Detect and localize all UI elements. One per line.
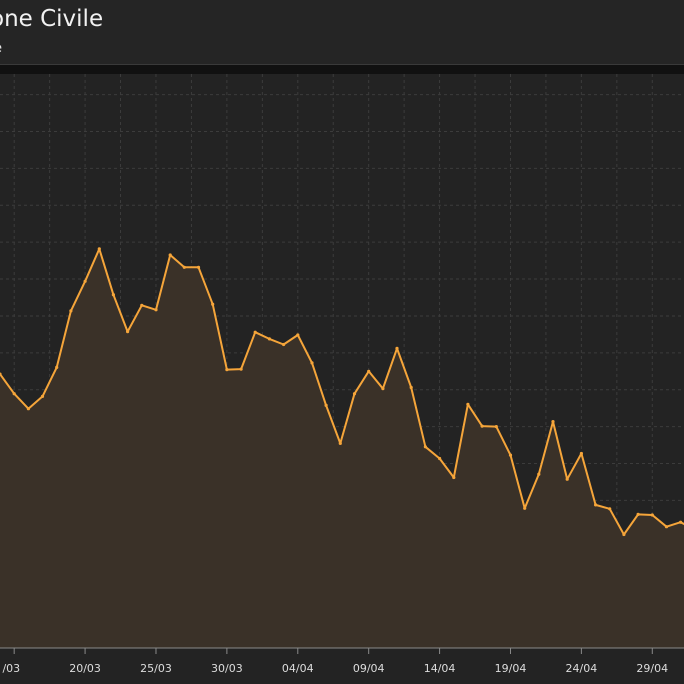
data-point (523, 506, 527, 510)
data-point (97, 247, 101, 251)
data-point (338, 441, 342, 445)
x-tick-label: 30/03 (211, 662, 243, 675)
data-point (395, 346, 399, 350)
data-point (594, 503, 598, 507)
chart-header: one Civile e (0, 0, 684, 65)
data-point (239, 367, 243, 371)
data-point (196, 265, 201, 269)
data-point (282, 342, 286, 347)
data-point (608, 507, 612, 511)
data-point (636, 512, 640, 516)
data-point (679, 520, 683, 524)
data-point (565, 477, 569, 481)
series-area (0, 248, 684, 648)
x-tick-label: 25/03 (140, 662, 172, 675)
data-point (650, 513, 654, 517)
data-point (55, 365, 59, 369)
data-point (452, 475, 456, 480)
data-point (225, 368, 229, 372)
data-point (551, 420, 555, 424)
data-point (83, 279, 87, 283)
data-point (12, 392, 16, 396)
data-point (537, 472, 541, 476)
data-point (438, 456, 442, 461)
data-point (664, 525, 669, 529)
x-tick-label: /03 (2, 662, 20, 675)
data-point (0, 372, 2, 376)
header-divider (0, 65, 684, 74)
data-point (267, 337, 271, 341)
data-point (352, 392, 357, 396)
data-point (310, 361, 314, 365)
data-point (367, 369, 371, 373)
data-point (466, 402, 470, 406)
chart-subtitle: e (0, 41, 2, 56)
chart-title: one Civile (0, 6, 104, 32)
data-point (579, 451, 584, 456)
area-chart: /03 20/03 25/03 30/03 04/04 09/04 14/04 19/04 24… (0, 74, 684, 675)
x-tick-label: 14/04 (424, 662, 456, 675)
data-point (296, 333, 300, 337)
x-tick-label: 20/03 (69, 662, 101, 675)
data-point (423, 445, 427, 449)
series-line (0, 247, 684, 536)
data-point (409, 385, 413, 390)
data-point (111, 293, 115, 297)
data-point (140, 303, 144, 307)
data-point (154, 308, 158, 312)
data-point (253, 330, 257, 334)
data-point (381, 387, 385, 391)
x-tick-label: 04/04 (282, 662, 314, 675)
data-point (480, 424, 484, 428)
data-point (168, 253, 172, 257)
x-tick-label: 19/04 (495, 662, 527, 675)
data-point (508, 453, 513, 457)
x-tick-label: 09/04 (353, 662, 385, 675)
data-point (211, 302, 215, 306)
data-point (40, 394, 45, 398)
plot-area: /03 20/03 25/03 30/03 04/04 09/04 14/04 19/04 24… (0, 74, 684, 684)
data-point (26, 407, 30, 411)
data-point (69, 309, 73, 313)
data-point (182, 265, 186, 269)
x-tick-label: 24/04 (566, 662, 598, 675)
data-point (126, 330, 130, 334)
data-point (622, 532, 626, 537)
data-point (324, 403, 328, 407)
x-tick-label: 29/04 (636, 662, 668, 675)
data-point (494, 425, 498, 429)
